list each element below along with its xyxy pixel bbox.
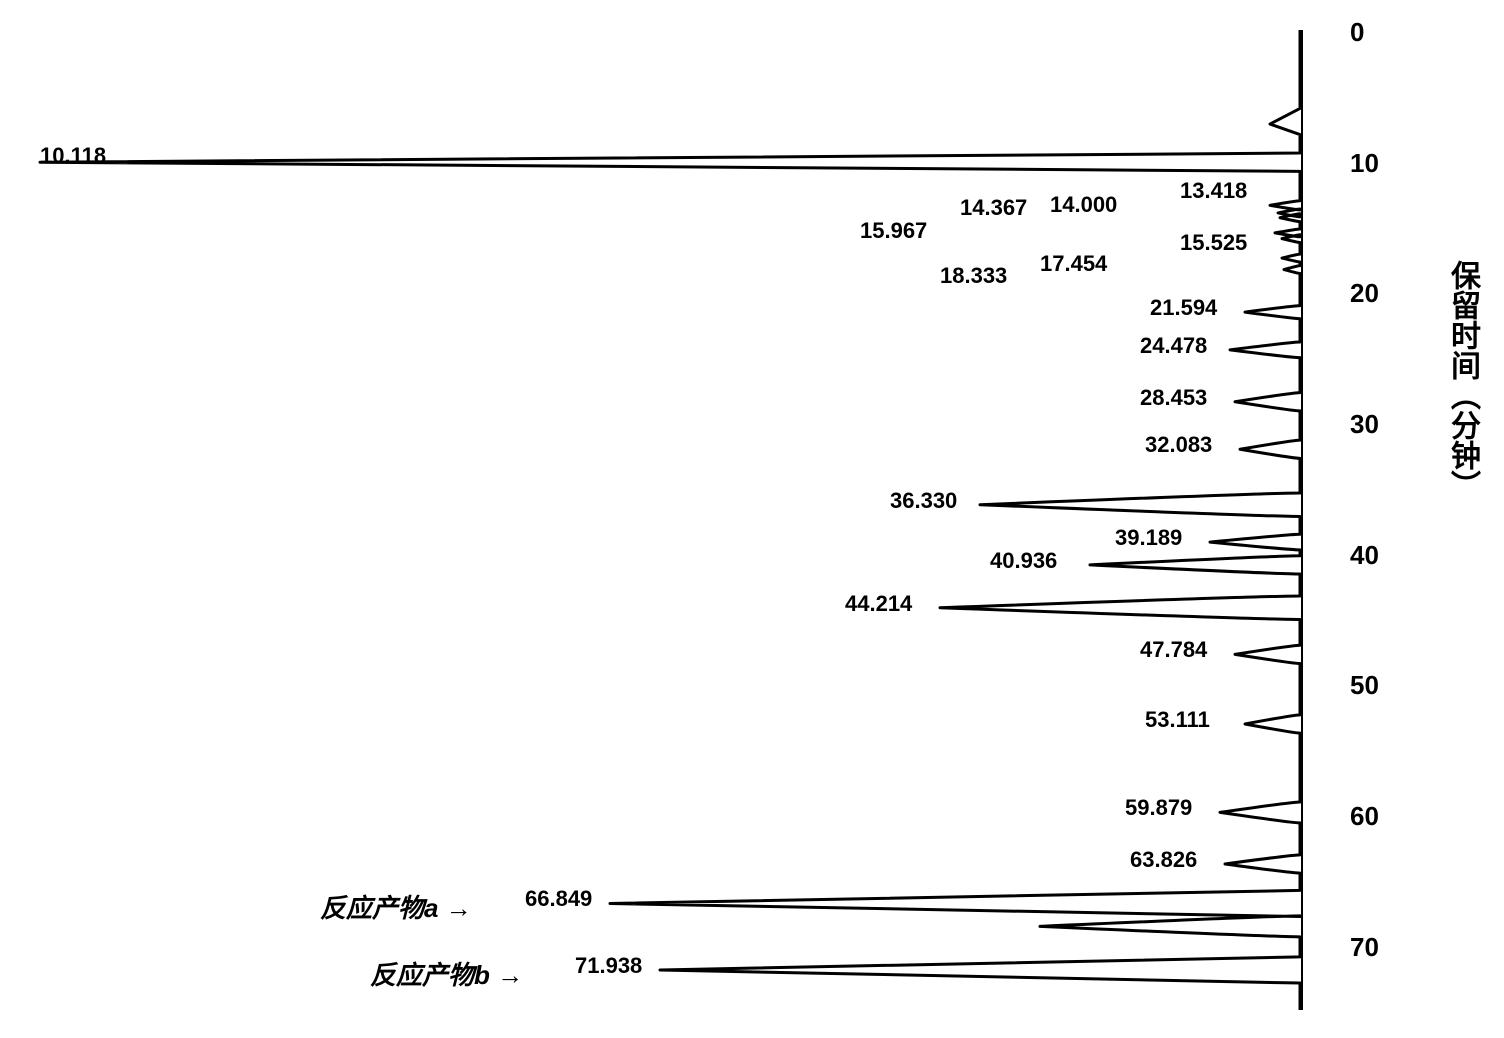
peak-label: 28.453 [1140, 385, 1207, 411]
peak-label: 40.936 [990, 548, 1057, 574]
peak-label: 36.330 [890, 488, 957, 514]
y-tick-label: 40 [1350, 540, 1379, 571]
peak-label: 66.849 [525, 886, 592, 912]
peak-label: 18.333 [940, 263, 1007, 289]
peak-label: 71.938 [575, 953, 642, 979]
peak-label: 14.000 [1050, 192, 1117, 218]
peak-label: 59.879 [1125, 795, 1192, 821]
y-tick-label: 10 [1350, 148, 1379, 179]
peak-label: 44.214 [845, 591, 912, 617]
chromatogram-svg [0, 0, 1504, 1038]
y-tick-label: 30 [1350, 409, 1379, 440]
peak-label: 32.083 [1145, 432, 1212, 458]
y-tick-label: 70 [1350, 932, 1379, 963]
peak-label: 13.418 [1180, 178, 1247, 204]
y-tick-label: 50 [1350, 670, 1379, 701]
peak-label: 53.111 [1145, 707, 1210, 733]
peak-label: 47.784 [1140, 637, 1207, 663]
peak-label: 17.454 [1040, 251, 1107, 277]
y-tick-label: 60 [1350, 801, 1379, 832]
peak-label: 21.594 [1150, 295, 1217, 321]
y-tick-label: 20 [1350, 278, 1379, 309]
y-tick-label: 0 [1350, 17, 1364, 48]
peak-label: 24.478 [1140, 333, 1207, 359]
chromatogram-trace [40, 30, 1300, 1010]
peak-label: 15.967 [860, 218, 927, 244]
peak-label: 14.367 [960, 195, 1027, 221]
peak-label: 10.118 [40, 143, 106, 169]
peak-label: 63.826 [1130, 847, 1197, 873]
y-axis-title: 保留时间（分钟） [1440, 260, 1484, 500]
product-annotation: 反应产物b → [370, 955, 523, 992]
product-annotation: 反应产物a → [320, 888, 472, 925]
peak-label: 15.525 [1180, 230, 1247, 256]
peak-label: 39.189 [1115, 525, 1182, 551]
